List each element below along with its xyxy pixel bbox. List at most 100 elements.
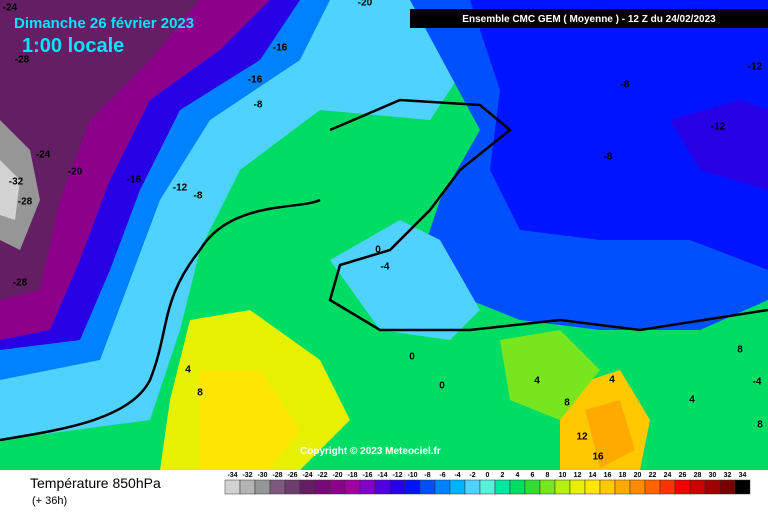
legend-label: 8 xyxy=(546,472,550,479)
contour-label: 8 xyxy=(757,420,763,431)
contour-label: -20 xyxy=(68,167,83,178)
legend-swatch xyxy=(584,479,601,495)
legend-swatch xyxy=(554,479,571,495)
contour-label: 16 xyxy=(592,452,604,463)
legend-swatch xyxy=(524,479,541,495)
legend-label: -34 xyxy=(227,472,237,479)
legend-swatch xyxy=(434,479,451,495)
legend-swatch xyxy=(344,479,361,495)
legend-label: 6 xyxy=(531,472,535,479)
contour-label: 8 xyxy=(197,388,203,399)
legend-swatch xyxy=(674,479,691,495)
contour-label: 4 xyxy=(534,376,540,387)
contour-label: -20 xyxy=(358,0,373,9)
legend-label: 34 xyxy=(739,472,747,479)
contour-label: -12 xyxy=(711,122,726,133)
local-time: 1:00 locale xyxy=(22,35,124,57)
contour-label: 4 xyxy=(689,395,695,406)
legend-label: -22 xyxy=(317,472,327,479)
model-bar xyxy=(410,9,768,28)
legend-label: -16 xyxy=(362,472,372,479)
zero-isotherm xyxy=(328,98,768,332)
legend-label: 10 xyxy=(559,472,567,479)
footer-lead: (+ 36h) xyxy=(32,495,67,507)
legend-swatch xyxy=(629,479,646,495)
temperature-field xyxy=(0,0,768,470)
legend-swatch xyxy=(284,479,301,495)
contour-label: -8 xyxy=(621,80,630,91)
legend-swatch xyxy=(719,479,736,495)
contour-label: -32 xyxy=(9,177,24,188)
legend-label: 32 xyxy=(724,472,732,479)
contour-label: 4 xyxy=(609,375,615,386)
legend-swatch xyxy=(449,479,466,495)
legend-label: -26 xyxy=(287,472,297,479)
legend-swatch xyxy=(689,479,706,495)
legend-swatch xyxy=(314,479,331,495)
zero-isotherm xyxy=(0,198,321,442)
legend-swatch xyxy=(254,479,271,495)
legend-swatch xyxy=(359,479,376,495)
legend-swatch xyxy=(734,479,751,495)
legend-label: 18 xyxy=(619,472,627,479)
legend-label: -4 xyxy=(454,472,460,479)
legend-swatch xyxy=(599,479,616,495)
legend-swatch xyxy=(479,479,496,495)
legend-label: -18 xyxy=(347,472,357,479)
legend-swatch xyxy=(299,479,316,495)
legend-swatch xyxy=(464,479,481,495)
legend-swatch xyxy=(704,479,721,495)
legend-label: -10 xyxy=(407,472,417,479)
contour-label: -8 xyxy=(254,100,263,111)
legend-label: 0 xyxy=(486,472,490,479)
footer-title: Température 850hPa xyxy=(30,475,161,491)
contour-label: 4 xyxy=(185,365,191,376)
legend-label: 26 xyxy=(679,472,687,479)
legend-label: -24 xyxy=(302,472,312,479)
model-info: Ensemble CMC GEM ( Moyenne ) - 12 Z du 2… xyxy=(462,14,716,25)
legend-label: -14 xyxy=(377,472,387,479)
legend-label: 4 xyxy=(516,472,520,479)
contour-label: -16 xyxy=(248,75,263,86)
legend-swatch xyxy=(239,479,256,495)
legend-label: 20 xyxy=(634,472,642,479)
legend-label: -2 xyxy=(469,472,475,479)
legend-label: -32 xyxy=(242,472,252,479)
legend-swatch xyxy=(269,479,286,495)
date-title: Dimanche 26 février 2023 xyxy=(14,15,194,32)
legend-swatch xyxy=(509,479,526,495)
legend-label: -8 xyxy=(424,472,430,479)
contour-label: -4 xyxy=(753,377,762,388)
legend-label: 30 xyxy=(709,472,717,479)
legend-label: 2 xyxy=(501,472,505,479)
legend-swatch xyxy=(389,479,406,495)
contour-label: -16 xyxy=(127,175,142,186)
legend-swatch xyxy=(374,479,391,495)
legend-label: -12 xyxy=(392,472,402,479)
contour-label: 0 xyxy=(409,352,415,363)
legend-swatch xyxy=(644,479,661,495)
legend-label: 28 xyxy=(694,472,702,479)
contour-label: 8 xyxy=(737,345,743,356)
legend-label: -28 xyxy=(272,472,282,479)
contour-label: 0 xyxy=(375,245,381,256)
contour-label: -28 xyxy=(18,197,33,208)
legend-swatch xyxy=(539,479,556,495)
legend-swatch xyxy=(569,479,586,495)
legend-label: 14 xyxy=(589,472,597,479)
legend-swatch xyxy=(404,479,421,495)
legend-label: 22 xyxy=(649,472,657,479)
legend-label: -30 xyxy=(257,472,267,479)
legend-label: -20 xyxy=(332,472,342,479)
contour-label: -24 xyxy=(3,3,18,14)
contour-label: -12 xyxy=(173,183,188,194)
contour-label: -16 xyxy=(273,43,288,54)
legend-label: 16 xyxy=(604,472,612,479)
contour-label: -4 xyxy=(381,262,390,273)
legend-swatch xyxy=(494,479,511,495)
contour-label: -8 xyxy=(194,191,203,202)
legend-swatch xyxy=(659,479,676,495)
legend-label: 12 xyxy=(574,472,582,479)
